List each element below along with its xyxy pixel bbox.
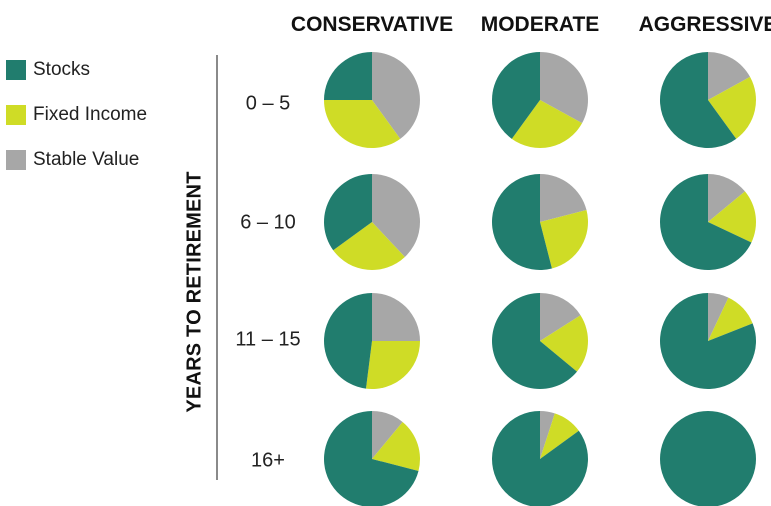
legend-label-stable-value: Stable Value — [33, 149, 140, 170]
pie-slice-fixed-income — [324, 100, 401, 148]
row-label-11-15: 11 – 15 — [235, 328, 301, 351]
pie-slice-fixed-income — [708, 191, 756, 243]
row-label-0-5: 0 – 5 — [245, 92, 291, 115]
pie-slice-fixed-income — [540, 413, 579, 459]
pie-slice-stocks — [659, 51, 737, 148]
pie-slice-stocks — [660, 293, 757, 389]
pie-slice-fixed-income — [708, 297, 753, 341]
pie-aggressive-11-15 — [660, 293, 757, 389]
pie-slice-fixed-income — [372, 422, 420, 471]
row-label-6-10: 6 – 10 — [240, 211, 296, 234]
column-header-conservative: CONSERVATIVE — [290, 13, 454, 36]
pie-slice-stable-value — [540, 293, 581, 341]
pie-slice-stocks — [324, 411, 419, 506]
pie-slice-fixed-income — [540, 210, 588, 269]
pie-slice-fixed-income — [540, 315, 589, 372]
pie-slice-stable-value — [708, 293, 729, 341]
pie-slice-stocks — [492, 411, 588, 506]
pie-slice-stocks — [659, 174, 752, 270]
pie-slice-stable-value — [372, 411, 403, 459]
pie-slice-stocks — [491, 174, 552, 270]
row-label-16-plus: 16+ — [251, 449, 285, 472]
legend-label-fixed-income: Fixed Income — [33, 104, 148, 125]
legend-swatch-fixed-income — [6, 105, 26, 125]
pie-slice-stocks — [492, 52, 540, 139]
pie-slice-fixed-income — [365, 341, 420, 389]
legend-label-stocks: Stocks — [33, 59, 91, 80]
pie-moderate-11-15 — [491, 293, 589, 390]
pie-slice-stocks — [324, 52, 372, 100]
legend-swatch-stable-value — [6, 150, 26, 170]
pie-aggressive-16 — [660, 411, 756, 506]
pie-moderate-16 — [492, 411, 588, 506]
pie-slice-stable-value — [708, 52, 751, 100]
pie-slice-stable-value — [372, 173, 421, 257]
pie-slice-stable-value — [540, 411, 555, 459]
row-axis-line — [216, 55, 218, 480]
pie-moderate-6-10 — [491, 174, 588, 270]
pie-slice-fixed-income — [333, 222, 405, 270]
pie-slice-stable-value — [540, 174, 587, 222]
pie-slice-stable-value — [540, 52, 588, 124]
pie-moderate-0-5 — [492, 52, 588, 148]
pie-slice-stocks — [324, 293, 372, 389]
column-header-moderate: MODERATE — [480, 13, 600, 36]
pie-slice-stable-value — [372, 52, 420, 139]
pie-slice-stocks — [491, 293, 577, 390]
pie-slice-stable-value — [708, 174, 745, 222]
legend-swatch-stocks — [6, 60, 26, 80]
pie-aggressive-0-5 — [659, 51, 756, 148]
pie-aggressive-6-10 — [659, 174, 756, 270]
pie-slice-fixed-income — [708, 76, 756, 139]
pie-slice-stocks — [324, 174, 372, 251]
pie-slice-stable-value — [372, 293, 420, 341]
pie-slice-stocks — [660, 411, 756, 506]
pie-conservative-0-5 — [324, 52, 420, 148]
pie-conservative-16 — [324, 411, 420, 506]
pie-slice-fixed-income — [511, 100, 583, 148]
pie-conservative-11-15 — [324, 293, 420, 389]
column-header-aggressive: AGGRESSIVE — [638, 13, 771, 36]
pie-conservative-6-10 — [324, 173, 421, 270]
